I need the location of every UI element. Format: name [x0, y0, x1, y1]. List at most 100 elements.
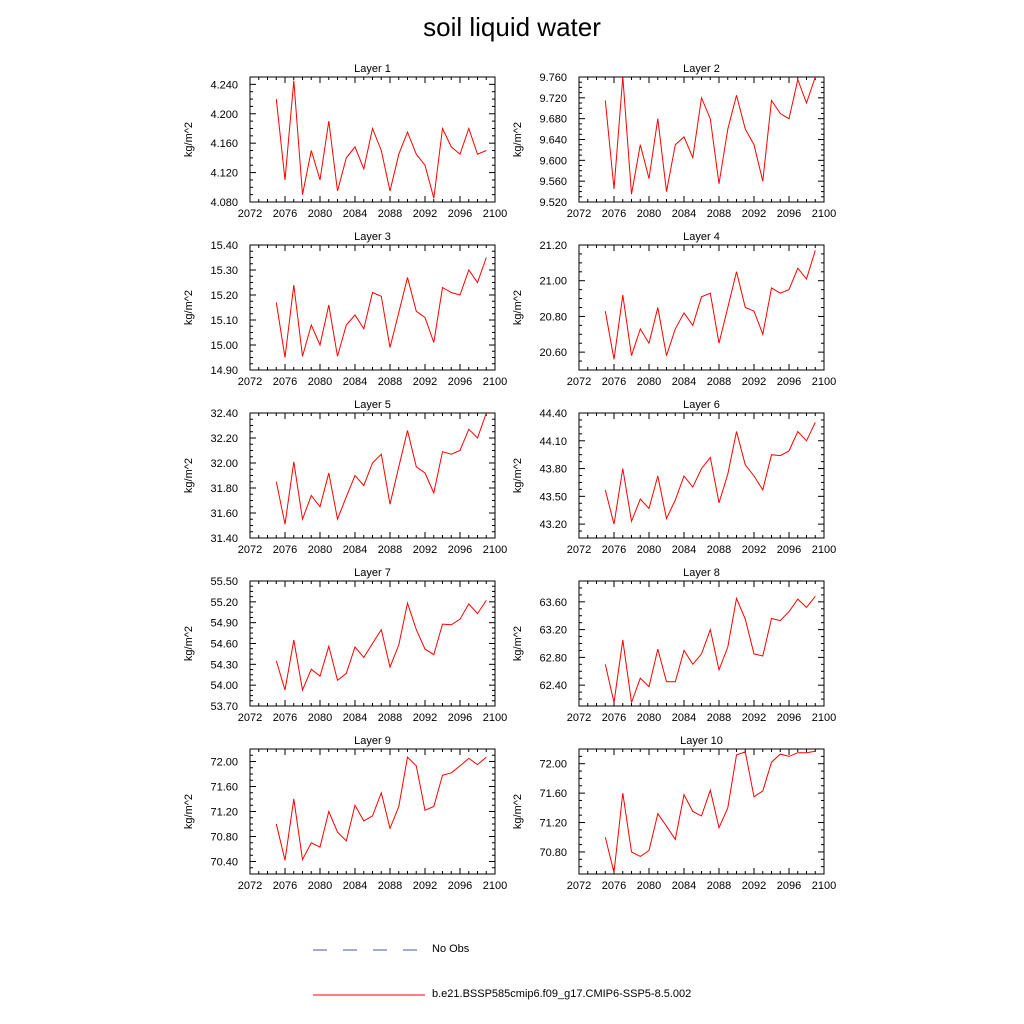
panel-title: Layer 3	[354, 231, 391, 243]
panel-9: Layer 9 2072 2076 2080 2084 2088 2092 2096 2100 7…	[183, 735, 507, 892]
y-tick-label: 72.00	[539, 759, 567, 771]
legend-label-model: b.e21.BSSP585cmip6.f09_g17.CMIP6-SSP5-8.…	[432, 988, 692, 1000]
y-tick-label: 4.200	[210, 109, 238, 121]
y-tick-label: 32.40	[210, 408, 238, 420]
legend-label-no-obs: No Obs	[432, 943, 470, 955]
y-tick-label: 9.760	[539, 72, 567, 84]
series-line	[275, 600, 487, 692]
y-tick-label: 15.30	[210, 265, 238, 277]
y-tick-label: 55.20	[210, 597, 238, 609]
y-axis-label: kg/m^2	[183, 458, 195, 493]
y-tick-label: 20.60	[539, 347, 567, 359]
x-tick-label: 2092	[413, 712, 437, 724]
x-tick-label: 2100	[812, 712, 836, 724]
y-tick-label: 14.90	[210, 365, 238, 377]
x-tick-label: 2084	[343, 376, 367, 388]
x-tick-label: 2100	[483, 880, 507, 892]
x-tick-label: 2080	[308, 544, 332, 556]
x-tick-label: 2100	[812, 880, 836, 892]
x-tick-label: 2072	[567, 544, 591, 556]
y-tick-label: 72.00	[210, 757, 238, 769]
y-tick-label: 31.40	[210, 533, 238, 545]
x-tick-label: 2096	[777, 208, 801, 220]
x-tick-label: 2084	[672, 880, 696, 892]
y-axis-label: kg/m^2	[183, 626, 195, 661]
panel-title: Layer 6	[683, 399, 720, 411]
y-tick-label: 9.560	[539, 176, 567, 188]
x-tick-label: 2080	[308, 208, 332, 220]
y-tick-label: 71.20	[210, 807, 238, 819]
x-tick-label: 2088	[707, 712, 731, 724]
y-tick-label: 44.40	[539, 408, 567, 420]
y-tick-label: 21.00	[539, 276, 567, 288]
x-tick-label: 2072	[238, 880, 262, 892]
x-tick-label: 2080	[637, 712, 661, 724]
x-tick-label: 2072	[567, 880, 591, 892]
y-tick-label: 55.50	[210, 576, 238, 588]
y-tick-label: 31.80	[210, 483, 238, 495]
y-tick-label: 4.120	[210, 168, 238, 180]
series-line	[275, 756, 487, 862]
x-tick-label: 2092	[742, 208, 766, 220]
y-tick-label: 15.40	[210, 240, 238, 252]
x-tick-label: 2100	[483, 544, 507, 556]
x-tick-label: 2100	[483, 208, 507, 220]
x-tick-label: 2076	[273, 376, 297, 388]
y-tick-label: 43.80	[539, 464, 567, 476]
x-tick-label: 2096	[448, 712, 472, 724]
y-tick-label: 44.10	[539, 436, 567, 448]
x-tick-label: 2084	[343, 712, 367, 724]
page-title: soil liquid water	[423, 12, 601, 42]
x-tick-label: 2088	[707, 376, 731, 388]
x-tick-label: 2072	[567, 208, 591, 220]
x-tick-label: 2084	[343, 208, 367, 220]
y-tick-label: 4.160	[210, 138, 238, 150]
y-tick-label: 9.720	[539, 93, 567, 105]
y-axis-label: kg/m^2	[512, 626, 524, 661]
x-tick-label: 2076	[273, 712, 297, 724]
x-tick-label: 2080	[637, 544, 661, 556]
x-tick-label: 2072	[238, 208, 262, 220]
y-tick-label: 54.90	[210, 618, 238, 630]
y-tick-label: 63.20	[539, 625, 567, 637]
x-tick-label: 2084	[672, 544, 696, 556]
x-tick-label: 2092	[742, 544, 766, 556]
y-tick-label: 70.80	[210, 832, 238, 844]
y-axis-label: kg/m^2	[183, 794, 195, 829]
panel-6: Layer 6 2072 2076 2080 2084 2088 2092 2096 2100 4…	[512, 399, 836, 556]
x-tick-label: 2076	[273, 208, 297, 220]
x-tick-label: 2076	[602, 376, 626, 388]
x-tick-label: 2080	[637, 880, 661, 892]
panel-7: Layer 7 2072 2076 2080 2084 2088 2092 2096 2100 5…	[183, 567, 507, 724]
x-tick-label: 2080	[637, 376, 661, 388]
series-line	[604, 250, 816, 360]
y-tick-label: 9.680	[539, 114, 567, 126]
y-tick-label: 43.20	[539, 519, 567, 531]
y-axis-label: kg/m^2	[183, 122, 195, 157]
y-tick-label: 9.640	[539, 135, 567, 147]
y-tick-label: 43.50	[539, 491, 567, 503]
x-tick-label: 2076	[602, 208, 626, 220]
y-tick-label: 15.00	[210, 340, 238, 352]
x-tick-label: 2076	[273, 880, 297, 892]
series-line	[604, 76, 816, 195]
panel-4: Layer 4 2072 2076 2080 2084 2088 2092 2096 2100 2…	[512, 231, 836, 388]
x-tick-label: 2084	[672, 712, 696, 724]
panel-title: Layer 2	[683, 63, 720, 75]
series-line	[275, 412, 487, 525]
x-tick-label: 2092	[742, 712, 766, 724]
x-tick-label: 2096	[777, 376, 801, 388]
y-tick-label: 21.20	[539, 240, 567, 252]
y-axis-label: kg/m^2	[512, 122, 524, 157]
x-tick-label: 2072	[238, 712, 262, 724]
series-line	[275, 80, 487, 199]
x-tick-label: 2088	[378, 208, 402, 220]
x-tick-label: 2092	[742, 880, 766, 892]
x-tick-label: 2100	[483, 712, 507, 724]
x-tick-label: 2088	[707, 544, 731, 556]
x-tick-label: 2092	[413, 544, 437, 556]
y-tick-label: 62.40	[539, 680, 567, 692]
panel-3: Layer 3 2072 2076 2080 2084 2088 2092 2096 2100 1…	[183, 231, 507, 388]
y-tick-label: 54.60	[210, 639, 238, 651]
y-tick-label: 32.00	[210, 458, 238, 470]
